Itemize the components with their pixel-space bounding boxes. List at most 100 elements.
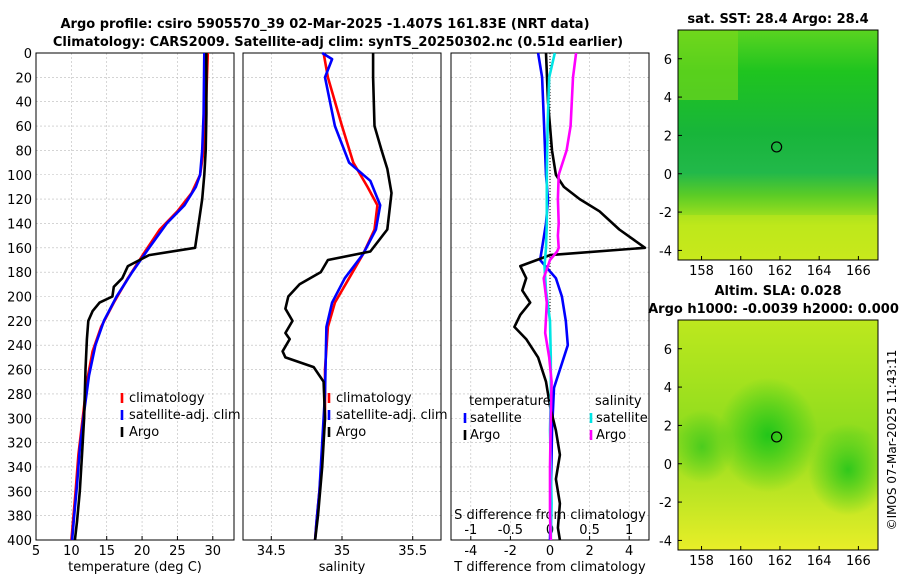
y-tick-label: 220	[7, 315, 32, 330]
x-top-tick-label: -1	[464, 523, 477, 538]
y-tick-label: 320	[7, 437, 32, 452]
y-tick-label: 360	[7, 485, 32, 500]
y-tick-label: 340	[7, 461, 32, 476]
temperature-series-satellite-adj-clim	[70, 52, 206, 541]
legend-label: Argo	[596, 428, 626, 443]
salinity-xlabel: salinity	[319, 560, 366, 575]
map-y-tick-label: 6	[664, 53, 672, 68]
y-tick-label: 160	[7, 242, 32, 257]
difference-series-s-argo	[542, 52, 578, 541]
map-y-tick-label: 2	[664, 419, 672, 434]
map-y-tick-label: -2	[659, 496, 672, 511]
y-tick-label: 20	[15, 71, 32, 86]
difference-xlabel: T difference from climatology	[453, 560, 646, 575]
y-tick-label: 140	[7, 217, 32, 232]
map-y-tick-label: 0	[664, 168, 672, 183]
temperature-xlabel: temperature (deg C)	[68, 560, 202, 575]
x-top-tick-label: 1	[625, 523, 633, 538]
y-tick-label: 260	[7, 364, 32, 379]
legend-label: satellite	[470, 411, 522, 426]
x-tick-label: -2	[504, 544, 517, 559]
x-top-tick-label: -0.5	[498, 523, 523, 538]
sla-blob-west	[678, 320, 878, 550]
sst-map: sat. SST: 28.4 Argo: 28.4 158 160 162 164 16…	[659, 12, 879, 279]
legend-label: climatology	[336, 391, 412, 406]
map-y-tick-label: -4	[659, 244, 672, 259]
map-x-tick-label: 166	[846, 554, 871, 569]
x-tick-label: 35.5	[398, 544, 427, 559]
map-x-tick-label: 158	[689, 554, 714, 569]
sla-map: Altim. SLA: 0.028 Argo h1000: -0.0039 h2…	[648, 284, 900, 569]
x-tick-label: 25	[169, 544, 186, 559]
sla-map-title: Altim. SLA: 0.028	[715, 284, 842, 299]
sla_map-frame	[677, 319, 879, 551]
x-top-tick-label: 0.5	[579, 523, 600, 538]
y-tick-label: 40	[15, 96, 32, 111]
legend-title-salinity: salinity	[595, 394, 642, 409]
legend-label: satellite-adj. clim	[336, 408, 448, 423]
temperature-series-climatology	[70, 52, 210, 541]
map-y-tick-label: 0	[664, 458, 672, 473]
sst_map-frame	[677, 29, 879, 261]
x-tick-label: 5	[32, 544, 40, 559]
x-tick-label: 2	[585, 544, 593, 559]
x-tick-label: 20	[134, 544, 151, 559]
difference-series-t-satellite	[536, 52, 570, 541]
x-tick-label: 0	[546, 544, 554, 559]
map-y-tick-label: 6	[664, 343, 672, 358]
y-tick-label: 120	[7, 193, 32, 208]
title-line2: Climatology: CARS2009. Satellite-adj cli…	[53, 35, 623, 50]
title-line1: Argo profile: csiro 5905570_39 02-Mar-20…	[60, 17, 589, 32]
legend-label: satellite	[596, 411, 648, 426]
y-tick-label: 100	[7, 169, 32, 184]
sla-map-subtitle: Argo h1000: -0.0039 h2000: 0.0001	[648, 302, 900, 317]
y-tick-label: 380	[7, 510, 32, 525]
map-x-tick-label: 162	[768, 264, 793, 279]
map-x-tick-label: 158	[689, 264, 714, 279]
map-y-tick-label: 4	[664, 91, 672, 106]
timestamp: ©IMOS 07-Mar-2025 11:43:11	[885, 350, 899, 531]
legend-label: satellite-adj. clim	[129, 408, 241, 423]
y-tick-label: 60	[15, 120, 32, 135]
legend-label: Argo	[336, 425, 366, 440]
y-tick-label: 300	[7, 412, 32, 427]
sst-map-title: sat. SST: 28.4 Argo: 28.4	[687, 12, 868, 27]
y-tick-label: 200	[7, 291, 32, 306]
y-tick-label: 0	[24, 47, 32, 62]
argo-location-marker	[771, 141, 783, 153]
temperature-frame	[35, 52, 235, 541]
map-x-tick-label: 164	[807, 554, 832, 569]
map-x-tick-label: 160	[728, 554, 753, 569]
map-x-tick-label: 160	[728, 264, 753, 279]
temperature-series-argo	[73, 53, 208, 541]
legend-label: Argo	[129, 425, 159, 440]
salinity-panel: 34.5 35 35.5 salinity climatology satellite-a…	[242, 51, 448, 575]
y-tick-label: 400	[7, 534, 32, 549]
legend-title-temperature: temperature	[469, 394, 551, 409]
sst-south-band	[678, 215, 878, 260]
sst-warm-patch	[678, 30, 738, 100]
y-tick-label: 280	[7, 388, 32, 403]
x-tick-label: 34.5	[257, 544, 286, 559]
x-tick-label: 35	[334, 544, 351, 559]
map-y-tick-label: -2	[659, 206, 672, 221]
legend-label: climatology	[129, 391, 205, 406]
x-tick-label: 10	[63, 544, 80, 559]
difference-series-t-argo	[513, 52, 647, 541]
map-y-tick-label: 4	[664, 381, 672, 396]
x-tick-label: -4	[464, 544, 477, 559]
x-tick-label: 4	[625, 544, 633, 559]
map-y-tick-label: -4	[659, 534, 672, 549]
argo-location-marker	[771, 431, 783, 443]
map-x-tick-label: 166	[846, 264, 871, 279]
legend-label: Argo	[470, 428, 500, 443]
map-x-tick-label: 164	[807, 264, 832, 279]
y-tick-label: 180	[7, 266, 32, 281]
x-tick-label: 30	[205, 544, 222, 559]
map-y-tick-label: 2	[664, 129, 672, 144]
salinity-series-argo	[281, 53, 393, 541]
y-tick-label: 80	[15, 144, 32, 159]
